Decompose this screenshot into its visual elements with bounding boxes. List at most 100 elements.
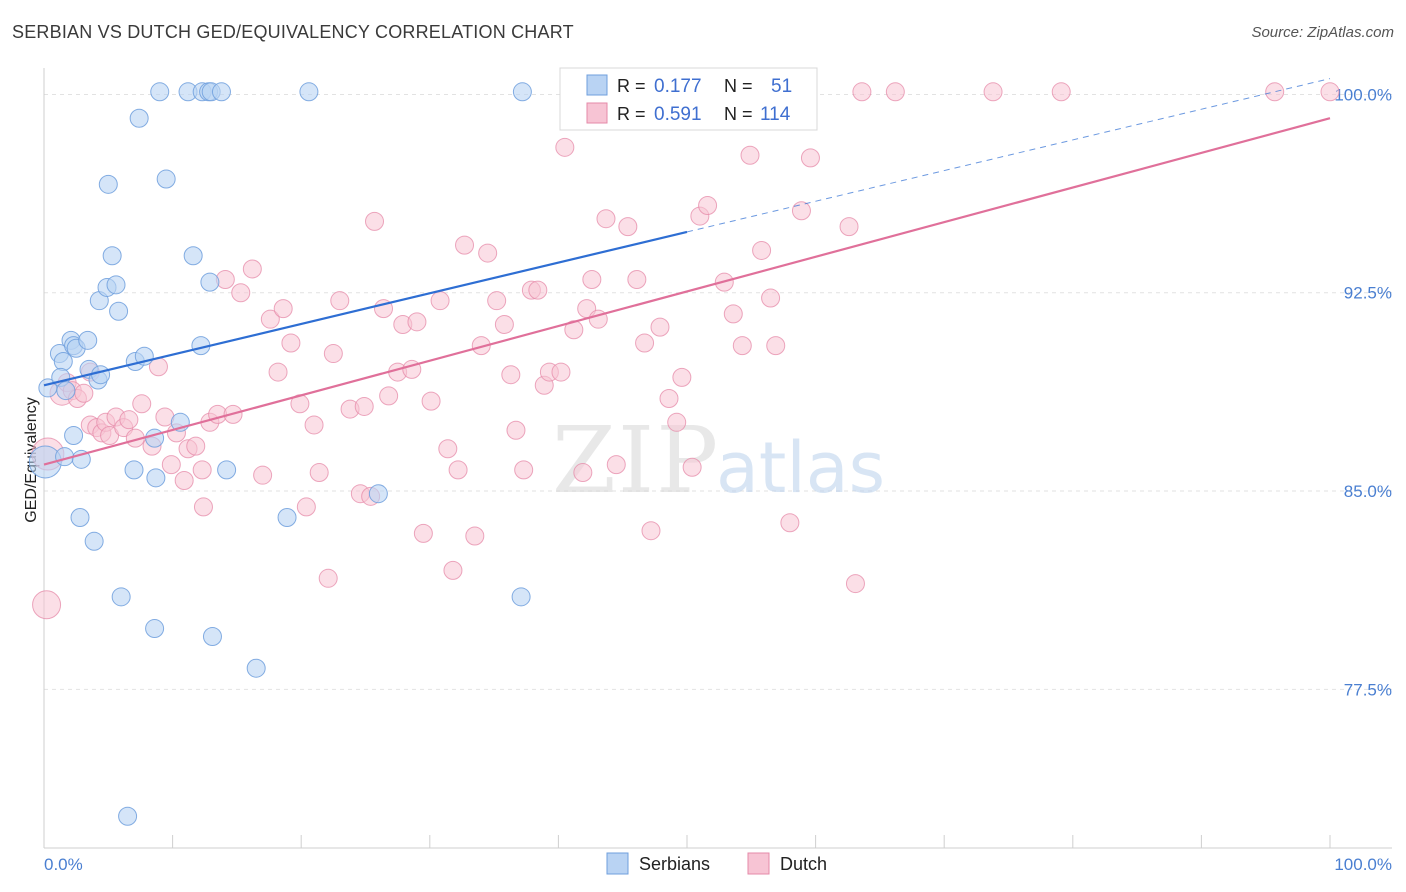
dutch-point[interactable] [761,288,781,308]
serbian-point[interactable] [98,174,118,194]
serbian-point[interactable] [146,468,166,488]
dutch-point[interactable] [192,460,212,480]
dutch-point[interactable] [780,513,800,533]
dutch-point[interactable] [430,291,450,311]
serbian-point[interactable] [64,426,84,446]
serbian-point[interactable] [183,246,203,266]
dutch-point[interactable] [268,362,288,382]
dutch-point[interactable] [494,314,514,334]
dutch-point[interactable] [174,470,194,490]
dutch-point[interactable] [365,211,385,231]
dutch-point[interactable] [672,367,692,387]
dutch-point[interactable] [618,217,638,237]
dutch-point[interactable] [582,270,602,290]
dutch-point[interactable] [732,336,752,356]
dutch-point[interactable] [296,497,316,517]
dutch-point[interactable] [650,317,670,337]
dutch-point[interactable] [379,386,399,406]
dutch-point[interactable] [309,463,329,483]
dutch-point[interactable] [1051,82,1071,102]
dutch-point[interactable] [448,460,468,480]
dutch-point[interactable] [421,391,441,411]
dutch-point[interactable] [682,457,702,477]
serbian-point[interactable] [111,587,131,607]
serbian-point[interactable] [145,428,165,448]
dutch-point[interactable] [161,455,181,475]
dutch-point[interactable] [596,209,616,229]
serbian-point[interactable] [78,330,98,350]
dutch-point[interactable] [514,460,534,480]
serbian-point[interactable] [511,587,531,607]
dutch-point[interactable] [627,270,647,290]
dutch-point[interactable] [740,145,760,165]
dutch-point[interactable] [186,436,206,456]
dutch-point[interactable] [839,217,859,237]
dutch-point[interactable] [1265,82,1285,102]
serbian-point[interactable] [200,272,220,292]
bottom-legend-label-serbians[interactable]: Serbians [639,854,710,874]
bottom-legend-label-dutch[interactable]: Dutch [780,854,827,874]
serbian-point[interactable] [118,806,138,826]
dutch-point[interactable] [273,299,293,319]
serbian-point[interactable] [299,82,319,102]
dutch-point[interactable] [606,455,626,475]
dutch-point[interactable] [528,280,548,300]
dutch-point[interactable] [478,243,498,263]
dutch-point[interactable] [659,389,679,409]
serbian-point[interactable] [91,365,111,385]
dutch-point[interactable] [471,336,491,356]
serbian-point[interactable] [145,619,165,639]
dutch-point[interactable] [487,291,507,311]
dutch-point[interactable] [501,365,521,385]
serbian-point[interactable] [84,531,104,551]
dutch-point[interactable] [555,137,575,157]
dutch-point[interactable] [132,394,152,414]
dutch-point[interactable] [752,240,772,260]
dutch-point[interactable] [323,344,343,364]
dutch-point[interactable] [573,463,593,483]
serbian-point[interactable] [150,82,170,102]
dutch-point[interactable] [231,283,251,303]
dutch-point[interactable] [852,82,872,102]
dutch-point[interactable] [119,410,139,430]
dutch-point[interactable] [242,259,262,279]
dutch-point[interactable] [791,201,811,221]
dutch-point[interactable] [281,333,301,353]
dutch-point[interactable] [635,333,655,353]
dutch-point[interactable] [32,590,62,620]
dutch-point[interactable] [74,383,94,403]
dutch-point[interactable] [885,82,905,102]
serbian-point[interactable] [109,301,129,321]
serbian-point[interactable] [124,460,144,480]
dutch-point[interactable] [455,235,475,255]
dutch-point[interactable] [215,270,235,290]
dutch-point[interactable] [1320,82,1340,102]
dutch-point[interactable] [983,82,1003,102]
serbian-point[interactable] [129,108,149,128]
serbian-point[interactable] [277,507,297,527]
dutch-point[interactable] [260,309,280,329]
dutch-point[interactable] [564,320,584,340]
dutch-point[interactable] [723,304,743,324]
serbian-point[interactable] [56,381,76,401]
dutch-point[interactable] [551,362,571,382]
dutch-point[interactable] [698,195,718,215]
dutch-point[interactable] [438,439,458,459]
bottom-legend-swatch-serbians[interactable] [606,852,629,875]
serbian-point[interactable] [70,507,90,527]
serbian-point[interactable] [368,484,388,504]
serbian-point[interactable] [512,82,532,102]
dutch-point[interactable] [253,465,273,485]
dutch-point[interactable] [667,412,687,432]
dutch-point[interactable] [465,526,485,546]
serbian-point[interactable] [246,658,266,678]
serbian-point[interactable] [102,246,122,266]
dutch-point[interactable] [318,568,338,588]
serbian-point[interactable] [156,169,176,189]
dutch-point[interactable] [506,420,526,440]
dutch-point[interactable] [845,574,865,594]
bottom-legend-swatch-dutch[interactable] [747,852,770,875]
dutch-point[interactable] [193,497,213,517]
dutch-point[interactable] [766,336,786,356]
serbian-point[interactable] [53,351,73,371]
